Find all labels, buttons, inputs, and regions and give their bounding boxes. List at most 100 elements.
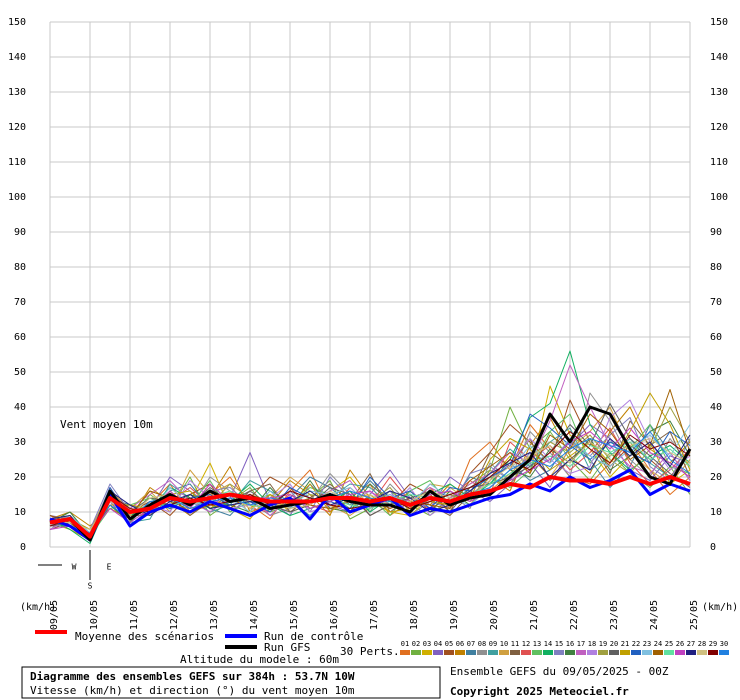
perts-label: 30 Perts. — [340, 645, 400, 658]
y-tick-label: 10 — [14, 507, 26, 518]
rose-label: W — [72, 563, 77, 572]
series-line — [49, 403, 691, 541]
y-tick-label: 120 — [710, 122, 728, 133]
x-tick-label: 16/05 — [329, 600, 340, 630]
x-tick-label: 11/05 — [129, 600, 140, 630]
y-tick-label: 110 — [8, 157, 26, 168]
y-label-right: (km/h) — [702, 602, 738, 613]
y-tick-label: 70 — [14, 297, 26, 308]
legend-label: 05 — [445, 640, 453, 648]
legend-label: 24 — [654, 640, 662, 648]
x-tick-label: 22/05 — [569, 600, 580, 630]
legend-swatch — [488, 650, 498, 655]
y-tick-label: 20 — [14, 472, 26, 483]
legend-swatch — [576, 650, 586, 655]
legend-label: 26 — [676, 640, 684, 648]
y-tick-label: 60 — [14, 332, 26, 343]
y-tick-label: 80 — [710, 262, 722, 273]
y-tick-label: 110 — [710, 157, 728, 168]
legend-swatch — [708, 650, 718, 655]
x-tick-label: 13/05 — [209, 600, 220, 630]
legend-label: 20 — [610, 640, 618, 648]
y-tick-label: 80 — [14, 262, 26, 273]
legend-label: 27 — [687, 640, 695, 648]
annotation: Vent moyen 10m — [60, 418, 153, 431]
y-tick-label: 150 — [710, 17, 728, 28]
legend-label: 13 — [533, 640, 541, 648]
legend-label: 23 — [643, 640, 651, 648]
y-tick-label: 50 — [710, 367, 722, 378]
y-tick-label: 90 — [710, 227, 722, 238]
y-tick-label: 100 — [710, 192, 728, 203]
y-label-left: (km/h) — [20, 602, 56, 613]
legend-swatch — [433, 650, 443, 655]
legend-swatch — [543, 650, 553, 655]
series-line — [50, 438, 691, 530]
x-tick-label: 09/05 — [49, 600, 60, 630]
legend-label: 14 — [544, 640, 552, 648]
legend-swatch — [444, 650, 454, 655]
legend-swatch — [697, 650, 707, 655]
y-tick-label: 130 — [710, 87, 728, 98]
legend-swatch — [499, 650, 509, 655]
x-tick-label: 24/05 — [649, 600, 660, 630]
legend-label: 22 — [632, 640, 640, 648]
grid — [49, 21, 691, 548]
legend-label: 01 — [401, 640, 409, 648]
x-tick-label: 18/05 — [409, 600, 420, 630]
chart-title: Diagramme des ensembles GEFS sur 384h : … — [30, 670, 355, 683]
y-tick-label: 140 — [710, 52, 728, 63]
legend-swatch — [466, 650, 476, 655]
legend-label: 17 — [577, 640, 585, 648]
legend-label: Run GFS — [264, 641, 310, 654]
legend-label: 03 — [423, 640, 431, 648]
legend-swatch — [609, 650, 619, 655]
y-tick-label: 0 — [710, 542, 716, 553]
legend-label: 04 — [434, 640, 442, 648]
y-tick-label: 50 — [14, 367, 26, 378]
legend-label: 10 — [500, 640, 508, 648]
y-tick-label: 30 — [710, 437, 722, 448]
legend-swatch — [587, 650, 597, 655]
legend-label: 09 — [489, 640, 497, 648]
rose-label: E — [107, 563, 112, 572]
y-tick-label: 10 — [710, 507, 722, 518]
x-tick-label: 14/05 — [249, 600, 260, 630]
legend-label: 18 — [588, 640, 596, 648]
legend-swatch — [510, 650, 520, 655]
y-tick-label: 120 — [8, 122, 26, 133]
series-line — [49, 475, 691, 539]
x-tick-label: 17/05 — [369, 600, 380, 630]
legend-label: 21 — [621, 640, 629, 648]
legend-swatch — [664, 650, 674, 655]
legend-label: 12 — [522, 640, 530, 648]
y-tick-label: 0 — [20, 542, 26, 553]
legend-swatch — [532, 650, 542, 655]
legend-swatch — [653, 650, 663, 655]
title-box — [21, 666, 441, 699]
y-tick-label: 60 — [710, 332, 722, 343]
rose-label: S — [88, 582, 93, 591]
x-tick-label: 20/05 — [489, 600, 500, 630]
legend-swatch — [554, 650, 564, 655]
legend-swatch — [521, 650, 531, 655]
legend-swatch — [422, 650, 432, 655]
legend-label: 16 — [566, 640, 574, 648]
y-tick-label: 70 — [710, 297, 722, 308]
legend-swatch — [620, 650, 630, 655]
legend-label: 25 — [665, 640, 673, 648]
series-line — [49, 405, 692, 542]
legend-swatch — [642, 650, 652, 655]
legend-label: 28 — [698, 640, 706, 648]
legend-label: 08 — [478, 640, 486, 648]
legend-label: 15 — [555, 640, 563, 648]
y-tick-label: 150 — [8, 17, 26, 28]
chart-subtitle: Vitesse (km/h) et direction (°) du vent … — [30, 684, 355, 697]
x-tick-label: 10/05 — [89, 600, 100, 630]
y-tick-label: 140 — [8, 52, 26, 63]
legend-label: 19 — [599, 640, 607, 648]
x-tick-label: 21/05 — [529, 600, 540, 630]
legend-label: 07 — [467, 640, 475, 648]
